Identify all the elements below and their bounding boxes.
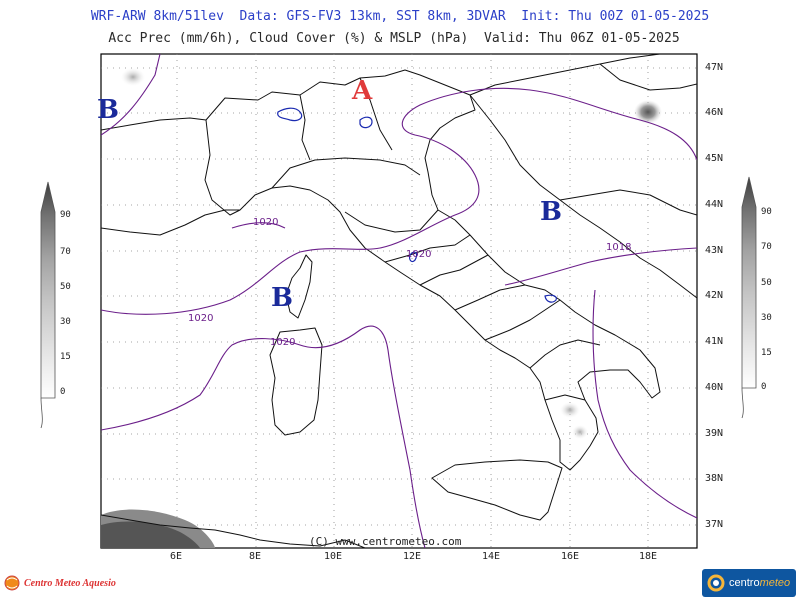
cloud-cover-colorbar	[40, 181, 56, 429]
lon-label: 16E	[561, 551, 580, 562]
lat-label: 43N	[705, 245, 724, 256]
cloud-bar-tick: 90	[60, 210, 71, 220]
lat-label: 47N	[705, 62, 724, 73]
lat-label: 38N	[705, 473, 724, 484]
precip-contours	[277, 107, 557, 303]
lat-label: 39N	[705, 428, 724, 439]
lon-label: 6E	[170, 551, 183, 562]
footer-left-text: Centro Meteo Aquesio	[24, 577, 116, 589]
high-pressure-marker: A	[351, 76, 373, 106]
precip-bar-tick: 0	[761, 382, 767, 392]
logo-text-a: centro	[729, 577, 760, 589]
lon-label: 18E	[639, 551, 658, 562]
low-pressure-marker: B	[540, 197, 562, 227]
cloud-cover-patches	[101, 68, 662, 548]
precip-bar-tick: 15	[761, 348, 772, 358]
lat-label: 46N	[705, 107, 724, 118]
footer-logo-right[interactable]: centrometeo	[702, 569, 796, 597]
precip-bar-tick: 70	[761, 242, 772, 252]
header-title-line2: Acc Prec (mm/6h), Cloud Cover (%) & MSLP…	[108, 31, 680, 46]
cloud-bar-tick: 30	[60, 317, 71, 327]
graticule	[101, 54, 697, 548]
isobars	[101, 54, 697, 548]
lon-label: 8E	[249, 551, 262, 562]
coastlines	[101, 54, 697, 548]
footer-right-text: centrometeo	[729, 577, 790, 589]
footer-logo-left[interactable]: Centro Meteo Aquesio	[4, 570, 116, 596]
isobar-label: 1020	[188, 313, 213, 324]
logo-ring-icon	[707, 574, 725, 592]
isobar-label: 1020	[406, 249, 431, 260]
precip-bar-tick: 30	[761, 313, 772, 323]
low-pressure-marker: B	[271, 283, 293, 313]
lat-label: 37N	[705, 519, 724, 530]
precip-bar-tick: 90	[761, 207, 772, 217]
lon-label: 12E	[403, 551, 422, 562]
cloud-bar-tick: 0	[60, 387, 66, 397]
isobar-label: 1018	[606, 242, 631, 253]
lat-label: 42N	[705, 290, 724, 301]
precip-colorbar	[741, 176, 757, 419]
isobar-label: 1020	[253, 217, 278, 228]
lat-label: 44N	[705, 199, 724, 210]
header-title-line1: WRF-ARW 8km/51lev Data: GFS-FV3 13km, SS…	[90, 9, 710, 24]
lat-label: 41N	[705, 336, 724, 347]
copyright-text: (C) www.centrometeo.com	[309, 535, 462, 548]
logo-text-b: meteo	[759, 577, 791, 589]
cloud-bar-tick: 50	[60, 282, 71, 292]
isobar-label: 1020	[270, 337, 295, 348]
low-pressure-marker: B	[97, 95, 119, 125]
map-frame	[100, 53, 698, 549]
globe-icon	[4, 575, 20, 591]
cloud-bar-tick: 70	[60, 247, 71, 257]
lat-label: 40N	[705, 382, 724, 393]
cloud-bar-tick: 15	[60, 352, 71, 362]
lon-label: 14E	[482, 551, 501, 562]
lon-label: 10E	[324, 551, 343, 562]
precip-bar-tick: 50	[761, 278, 772, 288]
lat-label: 45N	[705, 153, 724, 164]
